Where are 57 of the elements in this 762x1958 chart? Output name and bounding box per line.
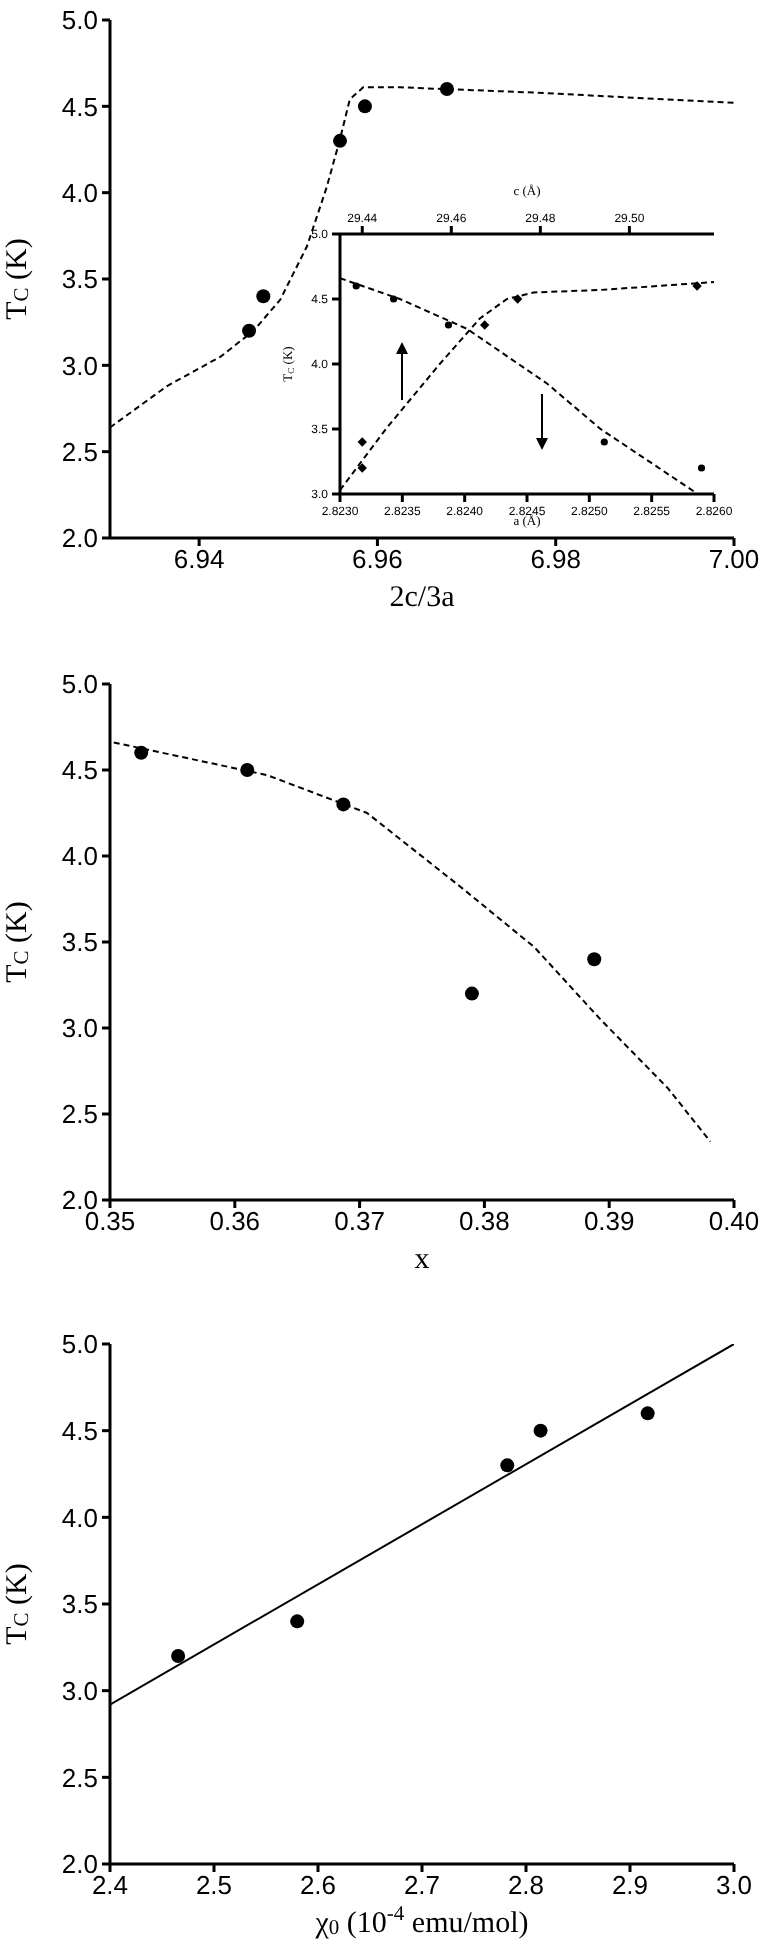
point: [587, 952, 602, 967]
y-tick-label: 3.0: [61, 350, 98, 381]
point: [240, 763, 255, 777]
point: [357, 99, 372, 114]
point: [533, 1423, 548, 1438]
y-tick-label: 2.5: [61, 1762, 98, 1793]
x-tick-label: 7.00: [708, 544, 760, 575]
point: [134, 745, 149, 760]
y-tick-label: 4.5: [61, 1415, 98, 1446]
x-tick-label: 2.5: [195, 1870, 233, 1901]
y-tick-label: 3.5: [61, 1589, 98, 1620]
point: [600, 438, 608, 446]
x-tick-label: 0.38: [459, 1206, 510, 1237]
x-tick-label: 6.98: [530, 544, 582, 575]
point: [439, 82, 454, 97]
x-tick-label: 0.40: [708, 1206, 760, 1237]
point: [242, 323, 257, 338]
x-tick-label: 2.9: [611, 1870, 649, 1901]
y-tick-label: 5.0: [61, 1329, 98, 1360]
y-tick-label: 2.5: [61, 1099, 98, 1130]
x-tick-label: 2.7: [403, 1870, 441, 1901]
y-tick-label: 3.0: [61, 1013, 98, 1044]
y-tick-label: 5.0: [61, 5, 98, 36]
y-tick-label: 4.0: [61, 1502, 98, 1533]
y-tick-label: 5.0: [61, 669, 98, 700]
y-tick-label: 4.0: [61, 177, 98, 208]
point: [640, 1406, 655, 1421]
y-tick-label: 4.0: [61, 841, 98, 872]
point: [390, 295, 398, 303]
point: [697, 464, 706, 472]
x-tick-label: 6.96: [352, 544, 403, 575]
x-tick-label: 2.8: [507, 1870, 545, 1901]
y-tick-label: 3.5: [61, 927, 98, 958]
x-tick-label: 3.0: [715, 1870, 753, 1901]
x-tick-label: 2.6: [299, 1870, 337, 1901]
y-tick-label: 4.5: [61, 755, 98, 786]
x-axis-title: χ$_{0}$ (10$^{-4}$emu/mol): [313, 1903, 529, 1941]
y-tick-label: 3.0: [61, 1675, 98, 1706]
y-tick-label: 2.5: [61, 436, 98, 467]
point: [171, 1649, 186, 1663]
point: [332, 133, 347, 148]
point: [256, 289, 271, 304]
point: [290, 1614, 305, 1629]
y-tick-label: 2.0: [61, 523, 98, 554]
y-tick-label: 4.5: [61, 91, 98, 122]
y-tick-label: 3.5: [61, 264, 98, 295]
point: [336, 797, 351, 812]
point: [352, 282, 360, 290]
x-axis-title: 2c/3a: [389, 581, 456, 614]
x-tick-label: 0.39: [583, 1206, 635, 1237]
x-axis-title: x: [414, 1243, 431, 1276]
x-tick-label: 0.37: [334, 1206, 385, 1237]
x-tick-label: 6.94: [173, 544, 225, 575]
x-tick-label: 0.36: [209, 1206, 261, 1237]
point: [500, 1458, 515, 1473]
point: [464, 986, 479, 1001]
point: [444, 321, 453, 329]
